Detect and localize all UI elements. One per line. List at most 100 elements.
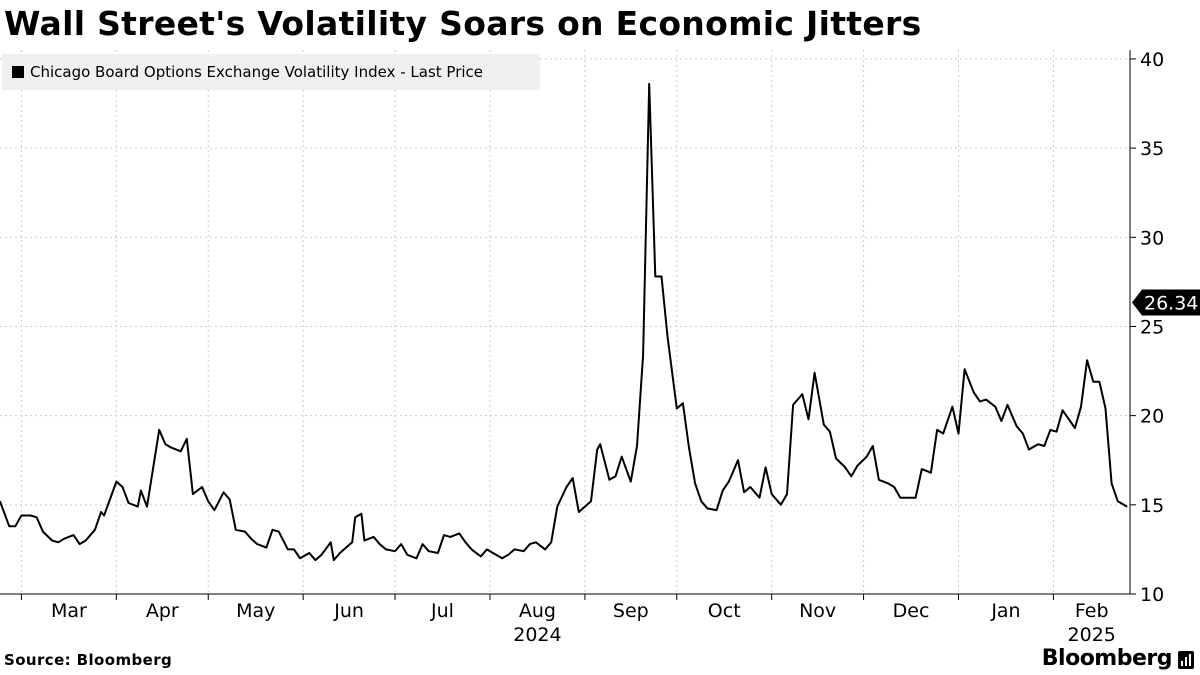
x-tick-label: Aug <box>519 600 556 622</box>
data-point <box>964 368 966 370</box>
data-point <box>1049 429 1051 431</box>
data-point <box>529 543 531 545</box>
legend: Chicago Board Options Exchange Volatilit… <box>2 54 540 90</box>
data-point <box>973 391 975 394</box>
y-tick-label: 30 <box>1140 227 1164 249</box>
data-point <box>556 506 558 508</box>
data-point <box>8 525 10 527</box>
data-point <box>572 477 574 479</box>
data-point <box>299 557 301 559</box>
data-point <box>1016 425 1018 427</box>
data-point <box>654 275 656 278</box>
data-point <box>667 336 669 338</box>
data-point <box>464 541 467 543</box>
data-point <box>513 548 516 551</box>
data-point <box>792 404 794 406</box>
data-point <box>287 548 289 551</box>
data-point <box>1126 506 1128 508</box>
x-tick-label: Apr <box>146 600 179 622</box>
data-point <box>320 554 323 556</box>
data-point <box>872 445 874 447</box>
data-point <box>207 500 209 502</box>
data-point <box>1028 448 1030 451</box>
data-point <box>0 500 1 502</box>
data-point <box>780 504 782 506</box>
data-point <box>250 538 252 540</box>
data-point <box>351 541 353 543</box>
data-point <box>308 552 310 554</box>
data-point <box>636 445 638 447</box>
x-tick-label: Jul <box>430 600 454 622</box>
data-point <box>823 424 825 426</box>
data-point <box>501 557 503 559</box>
bloomberg-logo: Bloomberg <box>1042 646 1194 671</box>
data-point <box>648 83 650 85</box>
data-point <box>235 529 237 531</box>
data-point <box>186 438 188 440</box>
data-point <box>121 486 124 488</box>
data-point <box>1043 445 1045 447</box>
data-point <box>363 539 365 542</box>
series-line-vix <box>0 82 1128 562</box>
data-point <box>72 534 75 536</box>
data-point <box>550 541 552 543</box>
data-point <box>314 559 316 561</box>
legend-swatch <box>12 66 24 78</box>
data-point <box>835 457 837 459</box>
x-tick-label: Nov <box>799 600 836 622</box>
grid-lines <box>0 50 1130 595</box>
data-point <box>523 550 525 552</box>
x-tick-label: Sep <box>613 600 649 622</box>
data-point <box>471 548 473 551</box>
data-point <box>544 548 546 551</box>
data-point <box>170 447 173 449</box>
year-label: 2024 <box>513 624 561 646</box>
data-point <box>354 516 356 518</box>
data-point <box>415 557 418 559</box>
data-point <box>115 481 117 483</box>
data-point <box>507 554 509 556</box>
data-point <box>271 529 274 531</box>
data-point <box>244 531 246 533</box>
data-point <box>807 418 810 420</box>
data-point <box>36 516 38 518</box>
y-tick-label: 15 <box>1140 495 1164 517</box>
data-point <box>480 555 482 558</box>
data-point <box>94 529 96 531</box>
data-point <box>676 407 678 410</box>
data-point <box>942 432 944 435</box>
data-point <box>722 490 724 492</box>
last-value-marker: 26.34 <box>1132 289 1200 316</box>
data-point <box>486 548 488 551</box>
data-point <box>878 479 880 481</box>
y-tick-label: 25 <box>1140 316 1164 338</box>
data-point <box>716 509 718 511</box>
data-point <box>256 543 258 545</box>
data-point <box>1037 443 1039 445</box>
data-point <box>42 531 44 533</box>
data-point <box>293 548 295 551</box>
data-point <box>590 500 592 502</box>
last-value-badge <box>1132 289 1200 316</box>
data-point <box>1086 359 1088 361</box>
x-tick-label: Oct <box>708 600 741 622</box>
data-point <box>192 493 194 495</box>
y-tick-label: 20 <box>1140 406 1164 428</box>
data-point <box>771 493 773 495</box>
data-point <box>406 554 408 556</box>
data-point <box>128 502 130 504</box>
data-point <box>330 541 332 543</box>
x-tick-label: May <box>236 600 275 622</box>
data-point <box>140 490 142 492</box>
data-point <box>936 429 938 431</box>
data-point <box>213 509 215 511</box>
data-point <box>30 514 32 517</box>
data-point <box>921 468 923 470</box>
data-point <box>373 536 375 538</box>
data-point <box>908 497 911 499</box>
data-point <box>180 450 182 452</box>
data-point <box>608 479 611 481</box>
data-point <box>428 550 430 552</box>
data-point <box>856 465 859 467</box>
